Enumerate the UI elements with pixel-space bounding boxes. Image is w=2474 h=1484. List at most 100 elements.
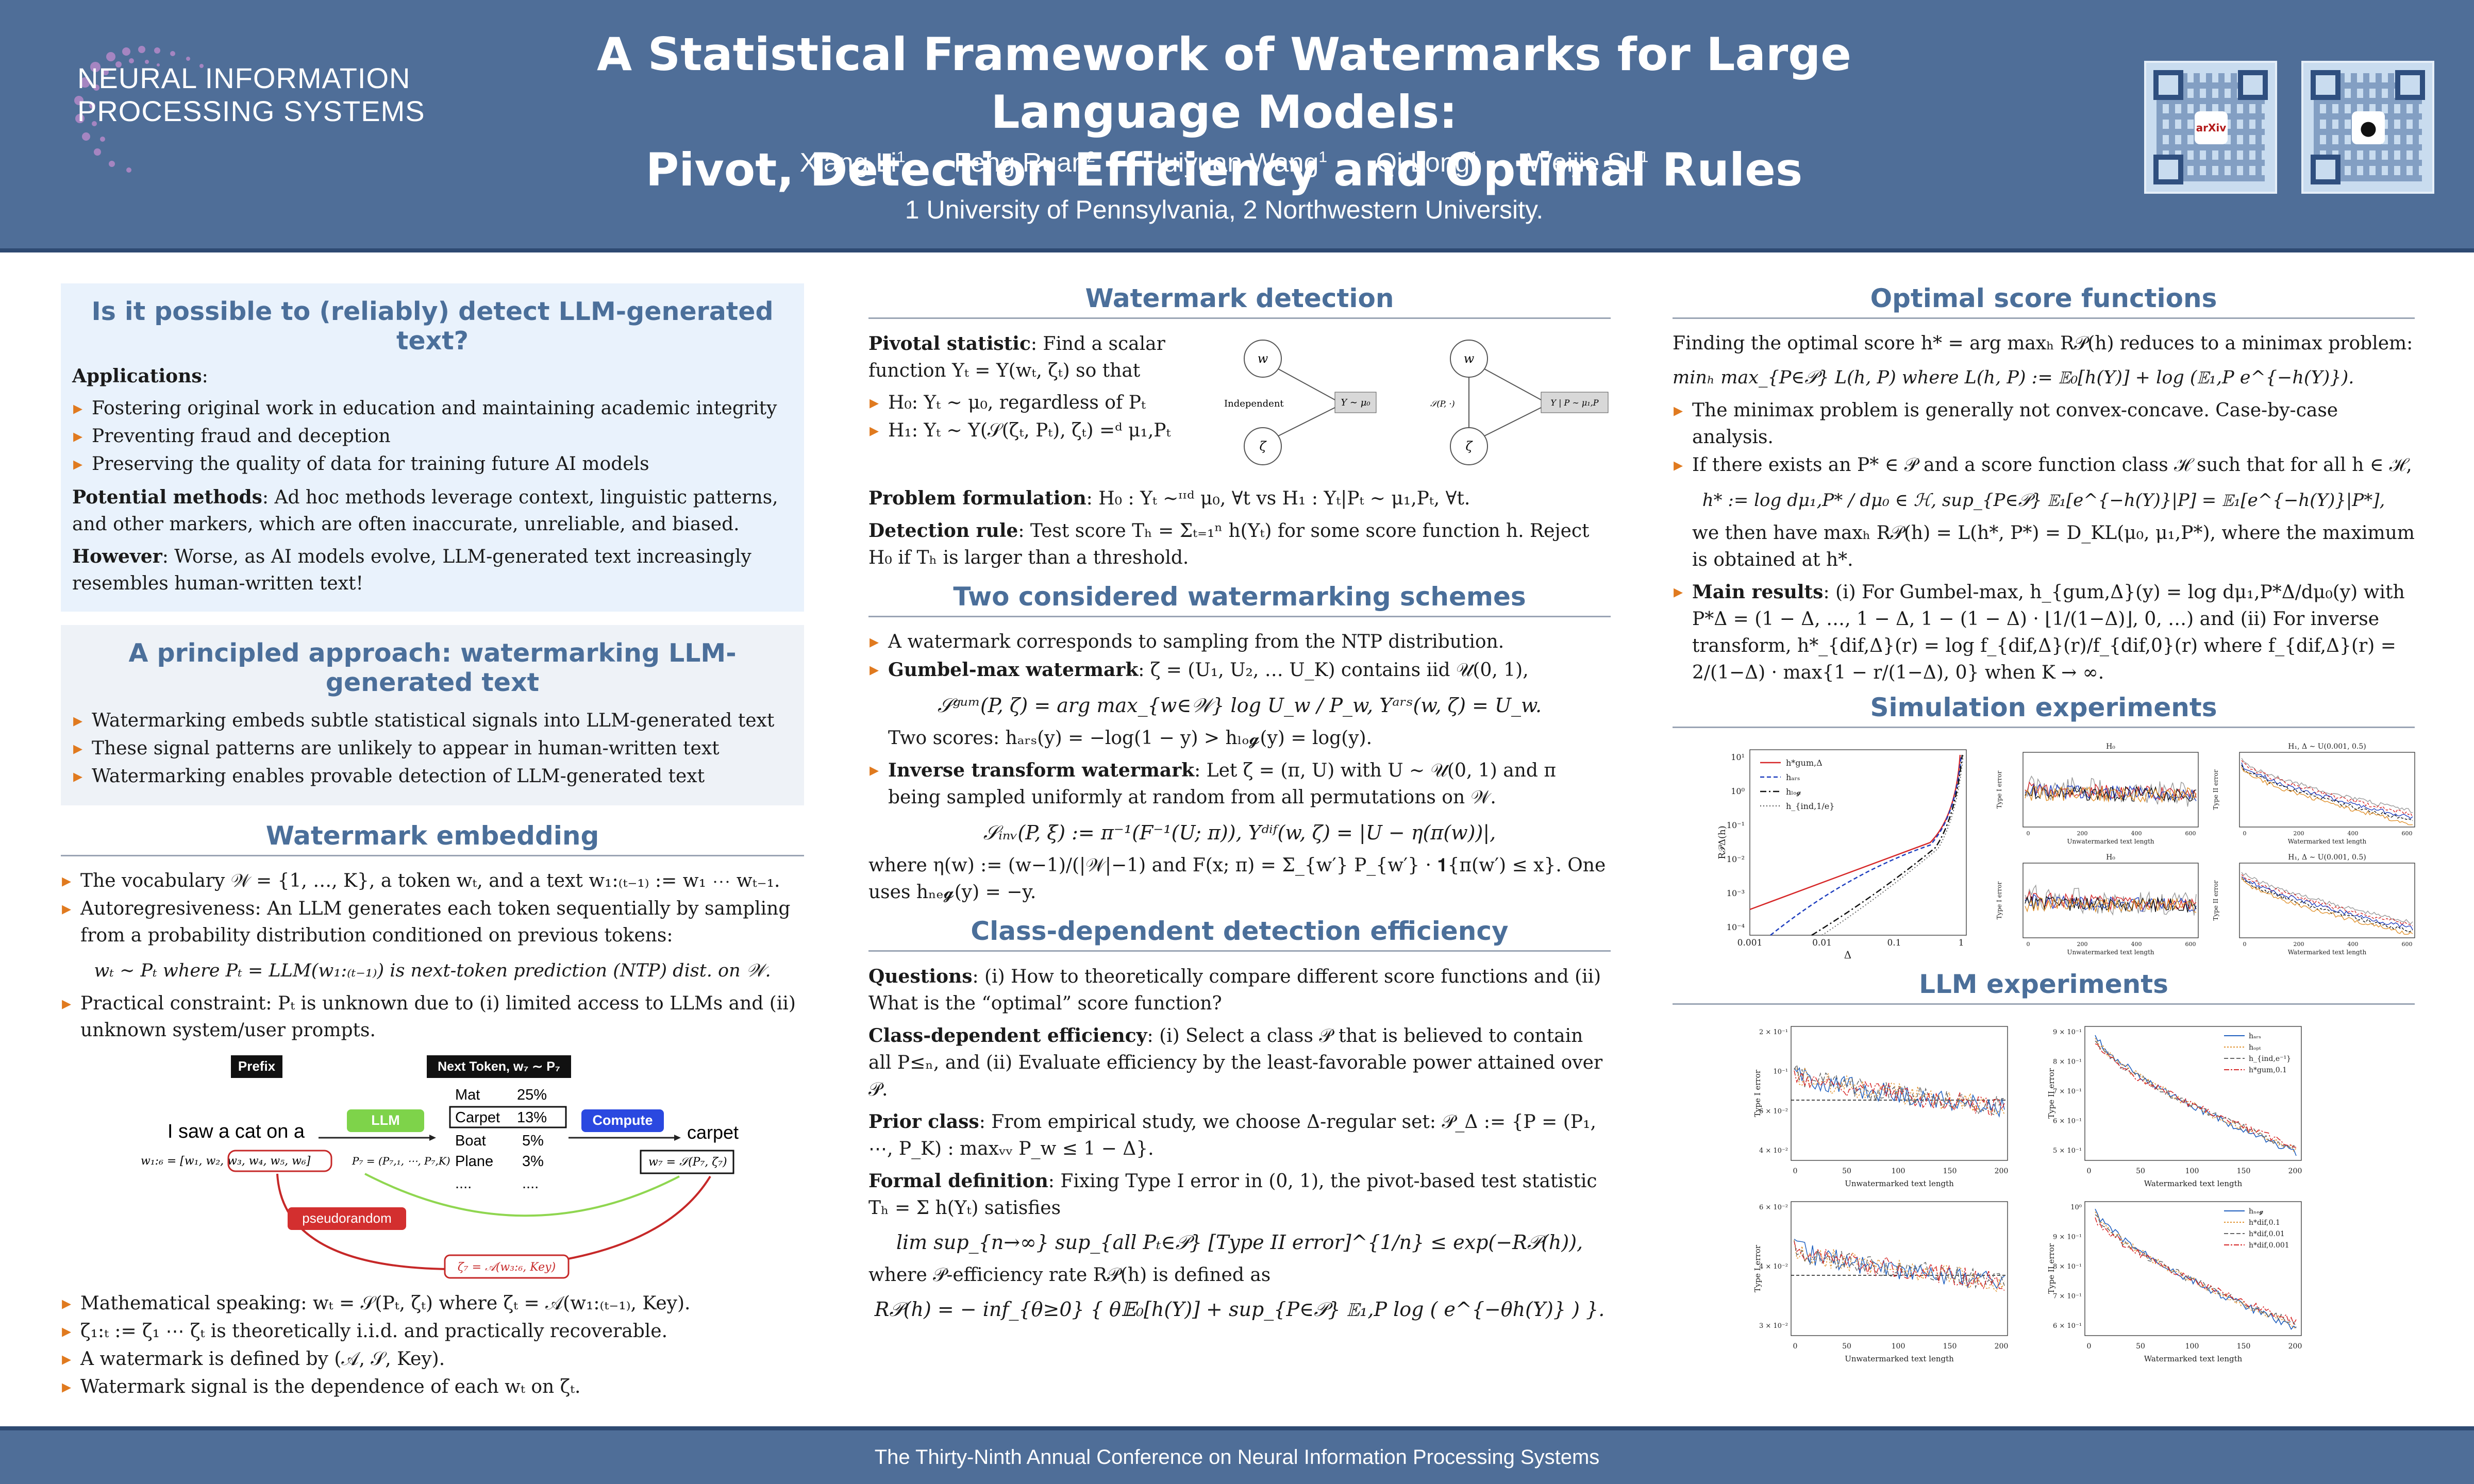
list-item: Preventing fraud and deception [72,423,793,450]
series-line [2095,1040,2297,1150]
list-item: Watermarking embeds subtle statistical s… [72,707,793,734]
legend-entry: hₐᵣₛ [2249,1032,2261,1040]
sim-plot-h0-bottom: H₀ Type I error Unwatermarked text length 0… [1996,853,2199,956]
tick-label: 0.001 [1737,938,1763,948]
tick-label: 10⁻³ [1727,888,1745,898]
graph-y0: Y ∼ μ₀ [1341,397,1370,408]
token-prob: 25% [517,1087,547,1103]
y-axis-label: Type II error [2047,1243,2056,1294]
legend-entry: h_{ind,1/e} [1786,801,1834,811]
section-title: Optimal score functions [1673,283,2415,319]
author-list: Xiang Li1 Feng Ruan2 Huiyuan Wang1 Qi Lo… [464,147,1984,178]
x-axis-label: Unwatermarked text length [1845,1179,1954,1188]
section-title: Watermark detection [868,283,1611,319]
plot-title: H₀ [2106,853,2115,862]
sim-plot-h1-top: H₁, Δ ∼ U(0.001, 0.5) Type II error Waterm… [2212,743,2415,845]
formal-definition: Formal definition: Fixing Type I error i… [868,1170,1597,1219]
series-line [1770,754,1962,936]
tick-label: 150 [1943,1342,1957,1351]
affiliations: 1 University of Pennsylvania, 2 Northwes… [905,195,1544,224]
tick-label: 150 [2237,1167,2251,1175]
legend-entry: h*gum,0.1 [2249,1066,2287,1074]
tick-label: 50 [1842,1167,1851,1175]
token-option: Mat [455,1087,480,1103]
p-vector: P₇ = (P₇,₁, ⋯, P₇,K) [352,1155,450,1167]
x-axis-label: Unwatermarked text length [2067,949,2154,956]
tick-label: 9 × 10⁻¹ [2053,1234,2082,1241]
tick-label: 0 [2243,830,2247,837]
series-line [2241,767,2413,825]
author: Huiyuan Wang1 [1144,148,1328,178]
tick-label: 400 [2348,830,2359,837]
next-token-label: Next Token, w₇ ∼ P₇ [438,1059,560,1074]
formal-equation: lim sup_{n→∞} sup_{all Pₜ∈𝒫} [Type II er… [896,1231,1583,1254]
tick-label: 10⁻¹ [1727,820,1745,830]
list-item: Autoregresiveness: An LLM generates each… [61,896,804,949]
tick-label: 200 [2288,1342,2302,1351]
series-line [2025,893,2197,912]
tick-label: 200 [2077,941,2088,948]
zeta-formula: ζ₇ = 𝒜(w₃:₆, Key) [458,1261,556,1274]
arxiv-qr-code[interactable]: arXiv [2144,61,2277,194]
plot-frame [2084,1201,2302,1336]
prior-class: Prior class: From empirical study, we ch… [868,1111,1596,1159]
simulation-figures: 0.001 0.01 0.1 1 10¹ 10⁰ 10⁻¹ 10⁻² 10⁻³ 10⁻⁴ Δ R𝒫Δ(… [1673,739,2415,961]
tick-label: 10⁻¹ [1773,1068,1788,1076]
series-line [1821,754,1964,936]
token-option: Boat [455,1133,486,1149]
series-line [2095,1035,2297,1156]
tick-label: 8 × 10⁻¹ [2053,1058,2082,1066]
series-line [1794,1240,2005,1289]
author: Qi Long1 [1376,148,1479,178]
graph-independent: Independent [1224,398,1284,409]
llm-label: LLM [371,1112,399,1128]
list-item: These signal patterns are unlikely to ap… [72,735,793,762]
series-line [2241,765,2413,821]
embedding-section: Watermark embedding The vocabulary 𝒲 = {… [61,821,804,1401]
tick-label: 2 × 10⁻¹ [1759,1028,1788,1036]
prefix-label: Prefix [238,1058,276,1074]
tick-label: 10⁻² [1727,854,1745,864]
series-line [1794,1241,2005,1291]
plot-frame [2239,863,2415,938]
tick-label: 200 [1995,1342,2009,1351]
github-qr-code[interactable]: ● [2301,61,2434,194]
graph-node-zeta: ζ [1465,439,1473,453]
section-title: Class-dependent detection efficiency [868,916,1611,952]
list-item: Practical constraint: Pₜ is unknown due … [61,990,804,1044]
context-formula: w₁:₆ = [w₁, w₂, w₃, w₄, w₅, w₆] [141,1155,311,1168]
plot-frame [1791,1201,2008,1336]
hstar-equation: h* := log dμ₁,P* / dμ₀ ∈ ℋ, sup_{P∈𝒫} 𝔼₁… [1702,490,2385,511]
list-item: The vocabulary 𝒲 = {1, …, K}, a token wₜ… [61,868,804,895]
tick-label: 3 × 10⁻² [1759,1322,1788,1330]
optimal-intro: Finding the optimal score h* = arg maxₕ … [1673,333,2413,354]
tick-label: 400 [2131,941,2142,948]
series-line [2241,758,2413,813]
series-line [2095,1214,2297,1327]
graph-s: 𝒮(P, ·) [1430,399,1455,409]
series-line [1794,1070,2005,1116]
x-axis-label: Unwatermarked text length [1845,1354,1954,1363]
tick-label: 100 [2185,1342,2199,1351]
tick-label: 4 × 10⁻² [1759,1263,1788,1271]
section-title: Simulation experiments [1673,693,2415,728]
tick-label: 8 × 10⁻¹ [2053,1263,2082,1271]
tick-label: 600 [2402,941,2413,948]
then-text: we then have maxₕ R𝒫(h) = L(h*, P*) = D_… [1692,522,2415,570]
tick-label: 0 [2087,1167,2092,1175]
legend-entry: hₙₑ𝓰 [2249,1207,2264,1216]
list-item: Watermark signal is the dependence of ea… [61,1374,804,1401]
neurips-logo-text: NEURAL INFORMATION PROCESSING SYSTEMS [77,62,425,127]
y-axis-label: Type I error [1753,1069,1762,1117]
legend-entry: h*dif,0.01 [2249,1230,2285,1238]
tick-label: 4 × 10⁻² [1759,1147,1788,1155]
tick-label: 150 [2237,1342,2251,1351]
inverse-equation: 𝒮ᵢₙᵥ(P, ξ) := π⁻¹(F⁻¹(U; π)), Yᵈⁱᶠ(w, ζ)… [983,821,1496,844]
tick-label: 10⁰ [1731,786,1745,796]
list-item: H₁: Yₜ ∼ Y(𝒮(ζₜ, Pₜ), ζₜ) =ᵈ μ₁,Pₜ [868,417,1219,444]
series-line [1794,1067,2005,1115]
tick-label: 600 [2185,830,2196,837]
tick-label: 7 × 10⁻¹ [2053,1088,2082,1095]
tick-label: 50 [2136,1342,2145,1351]
graph-node-w: w [1258,351,1268,366]
